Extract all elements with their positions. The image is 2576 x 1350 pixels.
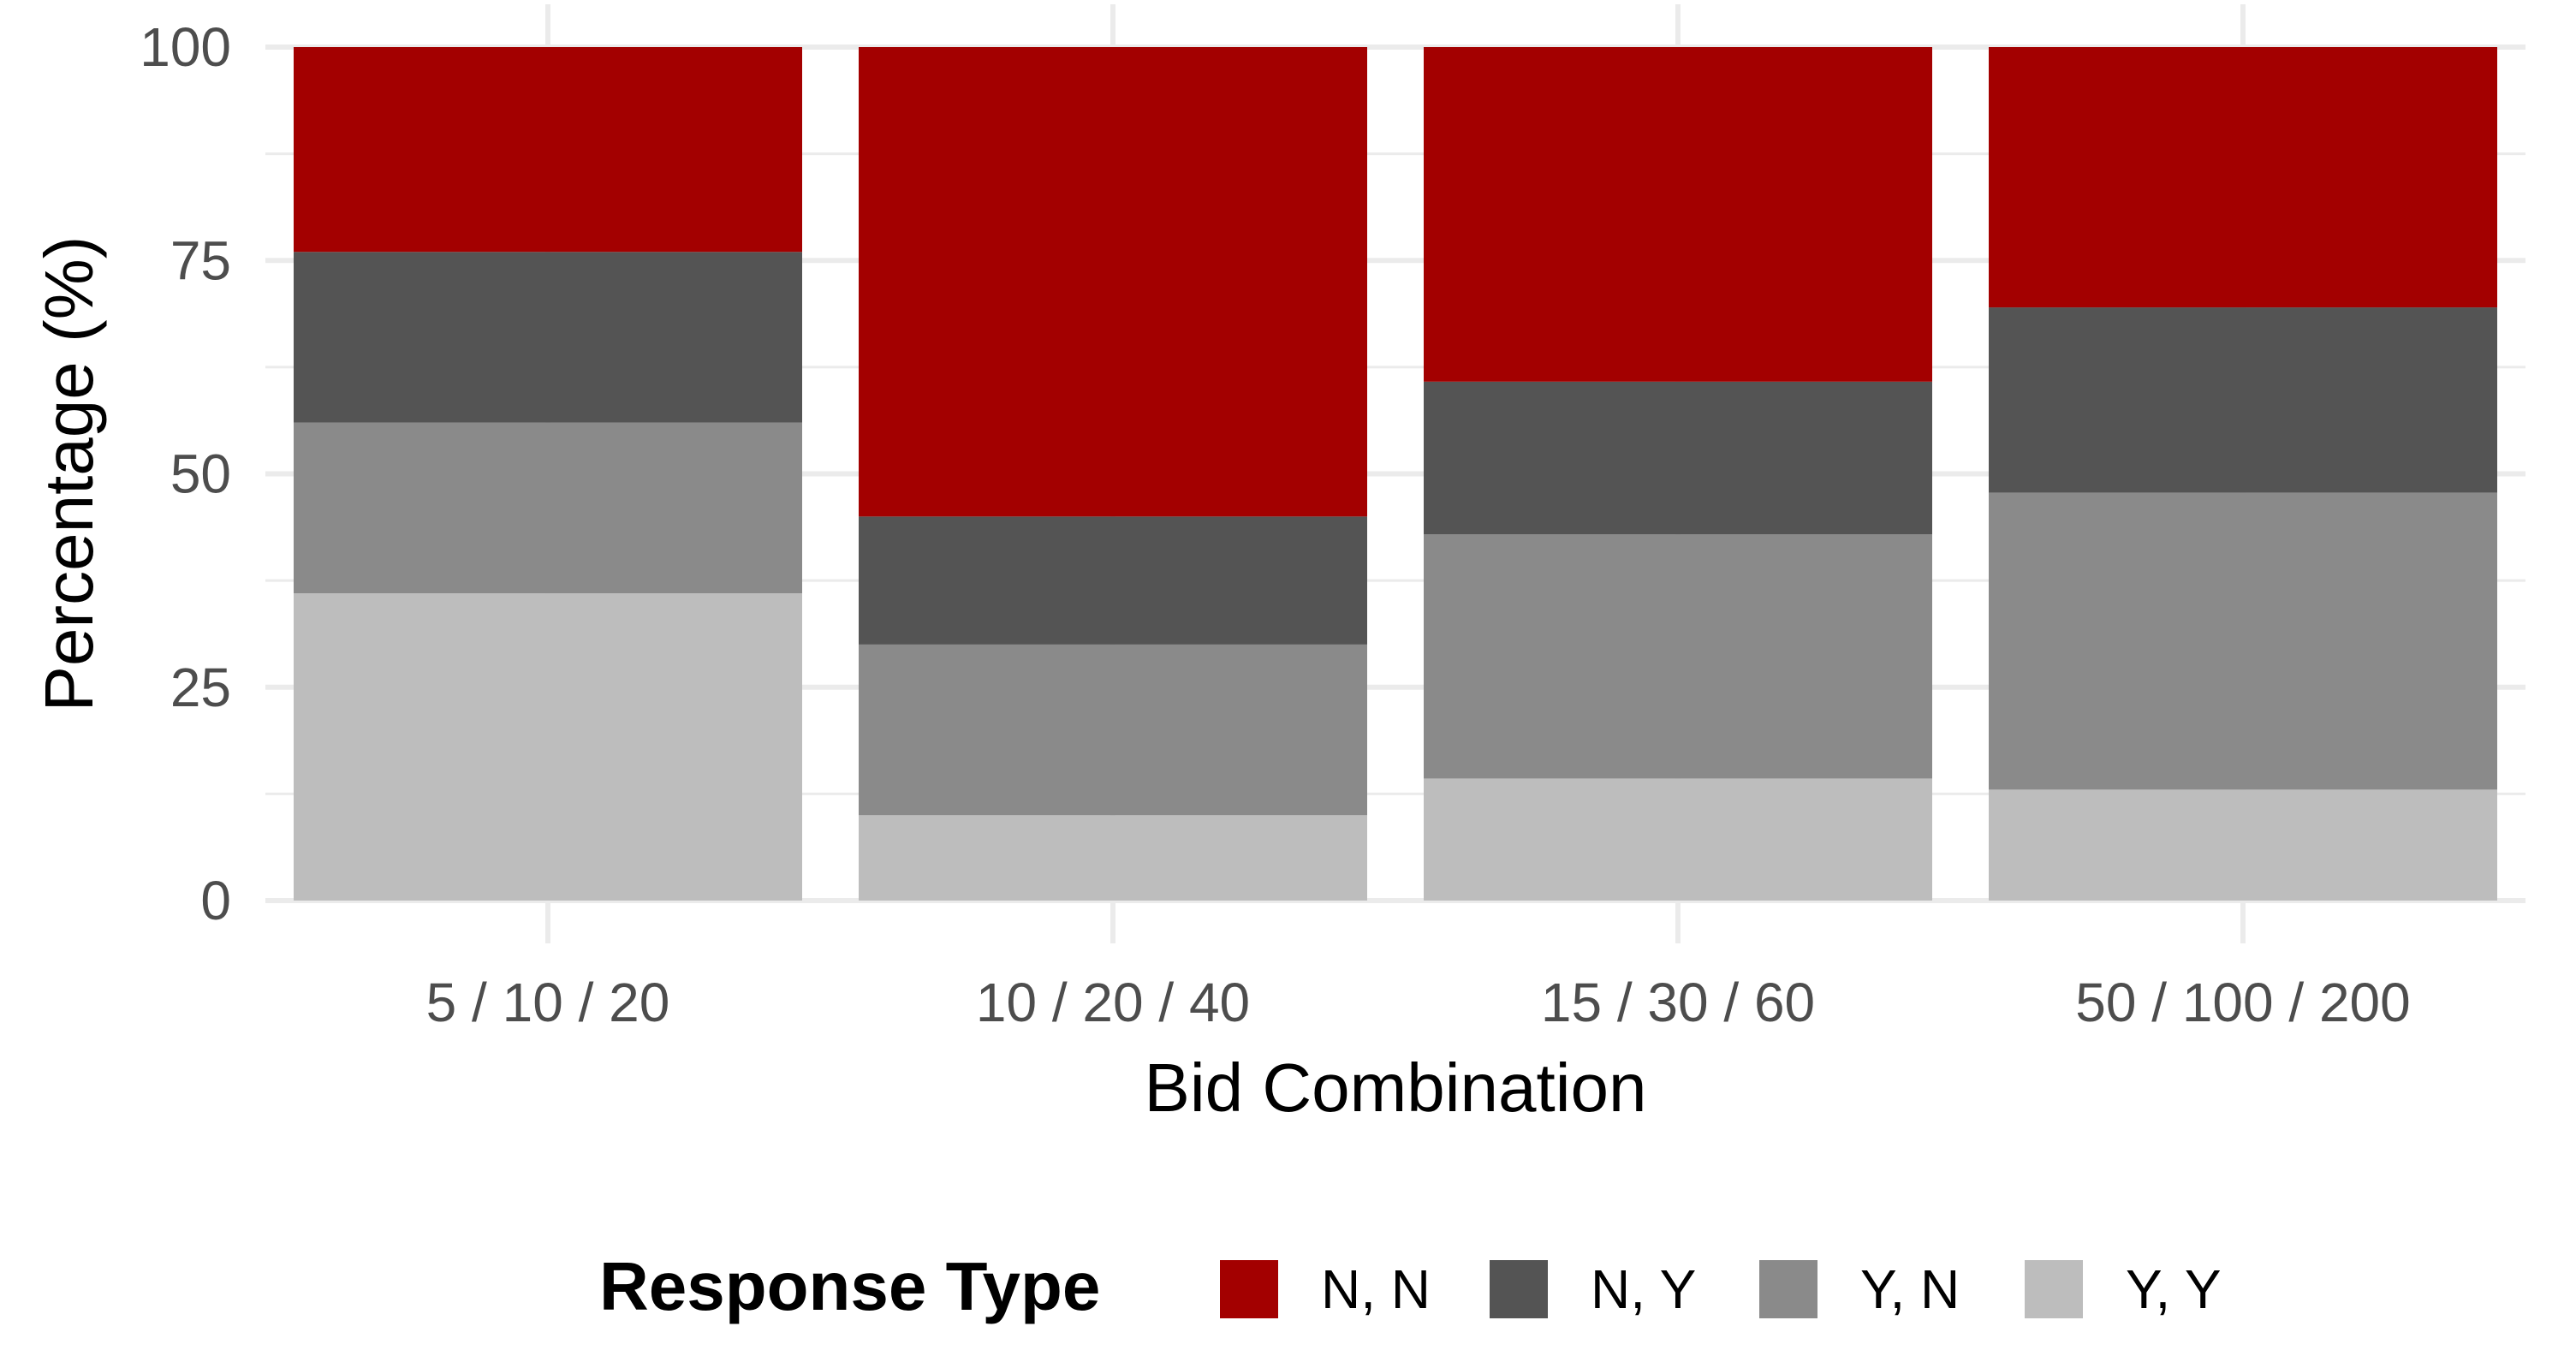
y-axis-title: Percentage (%) xyxy=(31,236,107,712)
y-axis-tick-labels: 0 25 50 75 100 xyxy=(140,16,231,931)
bar-segment xyxy=(859,516,1367,645)
legend: Response Type N, N N, Y Y, N Y, Y xyxy=(599,1248,2222,1324)
legend-label: Y, Y xyxy=(2126,1258,2222,1320)
bar-segment xyxy=(859,644,1367,816)
x-tick-label: 10 / 20 / 40 xyxy=(976,972,1250,1033)
legend-label: N, N xyxy=(1321,1258,1431,1320)
bar-segment xyxy=(1989,307,2497,493)
y-tick-label: 50 xyxy=(170,443,231,505)
y-tick-label: 100 xyxy=(140,16,231,78)
legend-swatch xyxy=(1490,1260,1548,1318)
bar-segment xyxy=(1424,47,1932,382)
legend-swatch xyxy=(1220,1260,1278,1318)
y-tick-label: 0 xyxy=(200,870,231,931)
bar-segment xyxy=(1989,789,2497,901)
bars xyxy=(294,47,2497,901)
bar-segment xyxy=(859,47,1367,517)
bar-segment xyxy=(1424,778,1932,901)
bar-segment xyxy=(294,422,802,594)
y-tick-label: 25 xyxy=(170,657,231,718)
bar-segment xyxy=(1424,534,1932,779)
bar-segment xyxy=(1989,492,2497,790)
y-tick-label: 75 xyxy=(170,229,231,291)
bar-segment xyxy=(1989,47,2497,308)
legend-title: Response Type xyxy=(599,1248,1100,1324)
legend-label: N, Y xyxy=(1591,1258,1696,1320)
legend-swatch xyxy=(1759,1260,1817,1318)
x-tick-label: 15 / 30 / 60 xyxy=(1541,972,1815,1033)
x-tick-label: 50 / 100 / 200 xyxy=(2075,972,2410,1033)
bar-segment xyxy=(294,593,802,901)
x-axis-tick-labels: 5 / 10 / 20 10 / 20 / 40 15 / 30 / 60 50 / … xyxy=(426,972,2411,1033)
bar-segment xyxy=(294,47,802,253)
legend-label: Y, N xyxy=(1860,1258,1960,1320)
bar-segment xyxy=(859,815,1367,901)
x-tick-label: 5 / 10 / 20 xyxy=(426,972,670,1033)
legend-swatch xyxy=(2025,1260,2083,1318)
legend-items: N, N N, Y Y, N Y, Y xyxy=(1220,1258,2222,1320)
bar-segment xyxy=(294,252,802,423)
x-axis-title: Bid Combination xyxy=(1145,1050,1647,1126)
bar-segment xyxy=(1424,381,1932,535)
